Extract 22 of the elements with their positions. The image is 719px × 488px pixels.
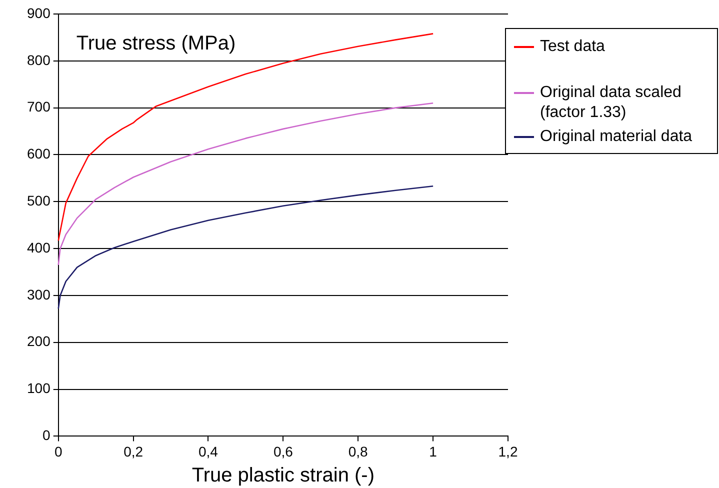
x-tick-label: 1: [429, 443, 438, 460]
y-axis-title: True stress (MPa): [76, 32, 236, 55]
y-tick-label: 100: [27, 380, 51, 396]
x-tick-label: 0: [54, 443, 62, 460]
x-tick-label: 0,4: [198, 443, 218, 460]
x-tick-label: 0,8: [348, 443, 368, 460]
y-tick-label: 200: [27, 333, 51, 350]
y-tick-label: 0: [42, 427, 51, 444]
x-tick-label: 0,2: [124, 443, 144, 460]
y-tick-label: 900: [27, 4, 51, 21]
y-tick-label: 300: [27, 286, 51, 302]
y-tick-label: 400: [27, 239, 51, 256]
x-axis-title: True plastic strain (-): [192, 464, 374, 487]
y-tick-label: 500: [27, 192, 51, 209]
legend-label: Original material data: [540, 127, 694, 147]
x-tick-label: 0,6: [273, 443, 294, 460]
legend-label: Test data: [540, 37, 606, 57]
y-tick-label: 700: [27, 98, 51, 115]
legend-label: Original data scaled (factor 1.33): [540, 83, 682, 123]
y-tick-label: 600: [27, 146, 51, 162]
x-tick-label: 1,2: [498, 443, 518, 460]
y-tick-label: 800: [27, 52, 51, 68]
